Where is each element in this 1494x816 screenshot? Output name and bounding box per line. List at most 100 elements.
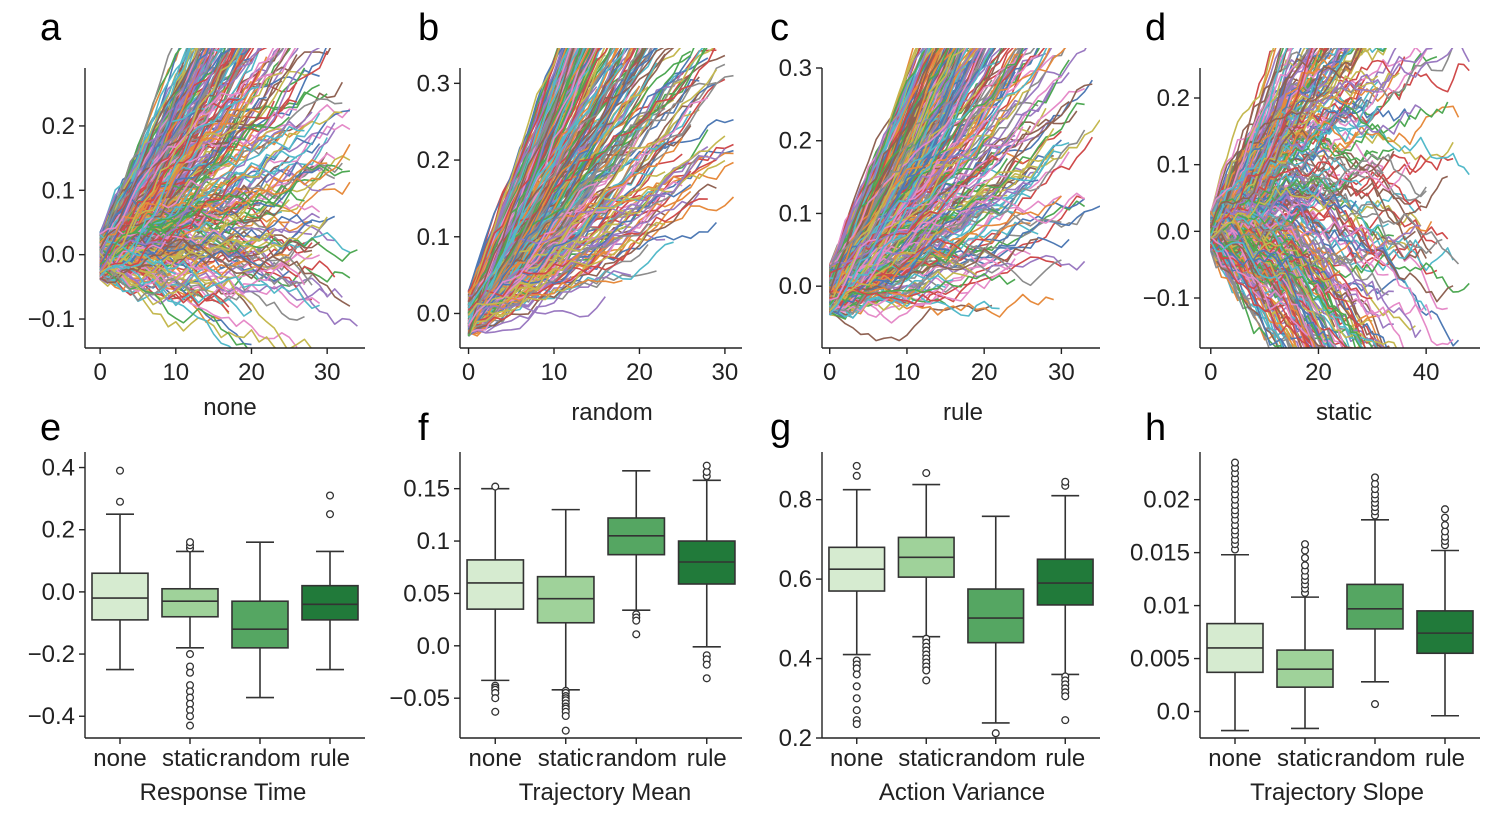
plot-area-a (99, 48, 358, 348)
y-tick-label: 0.02 (1143, 487, 1190, 514)
y-tick-label: −0.1 (28, 306, 75, 333)
trajectory-line (1210, 211, 1260, 242)
trajectory-line (467, 48, 563, 306)
trajectory-line (1210, 247, 1292, 348)
trajectory-line (99, 267, 328, 305)
trajectory-line (1210, 231, 1288, 348)
trajectory-line (829, 272, 1016, 306)
box-static (161, 538, 219, 730)
outlier-point (185, 538, 195, 547)
trajectory-line (99, 265, 222, 303)
plot-area-h (1206, 458, 1474, 732)
trajectory-line (1210, 238, 1293, 261)
x-tick-label: none (469, 745, 522, 772)
trajectory-line (467, 48, 561, 299)
panel-g: g 0.2 0.4 0.6 0.8 none static random ruleAction … (770, 407, 1100, 806)
x-tick-label: random (1334, 745, 1415, 772)
trajectory-line (99, 253, 313, 287)
trajectory-line (99, 48, 252, 265)
outlier-point (702, 660, 711, 669)
y-tick-label: 0.015 (1130, 540, 1190, 567)
plot-area-c (828, 48, 1100, 342)
outlier-point (1300, 561, 1310, 570)
trajectory-line (467, 48, 656, 331)
x-axis-label: Trajectory Mean (519, 779, 692, 806)
trajectory-line (467, 48, 597, 322)
panel-f: f −0.05 0.0 0.05 0.1 0.15 none static random rule… (389, 407, 742, 806)
y-tick-label: −0.4 (28, 703, 75, 730)
box-random (967, 515, 1025, 738)
trajectory-line (1210, 48, 1351, 251)
trajectory-line (1210, 48, 1288, 237)
panel-b: b 0.0 0.1 0.2 0.3 0 10 20 30 random (417, 7, 742, 426)
plot-area-e (91, 466, 359, 730)
outlier-point (1230, 458, 1240, 467)
outlier-point (991, 729, 1000, 738)
trajectory-line (99, 249, 237, 297)
plot-area-g (828, 461, 1094, 738)
panel-h: h 0.0 0.005 0.01 0.015 0.02 none static random ru… (1130, 407, 1480, 806)
trajectory-line (1210, 224, 1316, 348)
plot-area-f (466, 461, 736, 735)
trajectory-line (467, 57, 598, 302)
trajectory-line (467, 48, 580, 306)
box-random (231, 541, 289, 699)
box-none (466, 482, 525, 716)
trajectory-line (99, 208, 207, 258)
trajectory-line (99, 252, 199, 306)
trajectory-line (1210, 233, 1270, 348)
outlier-point (632, 630, 641, 639)
box-static (536, 508, 595, 735)
trajectory-line (99, 56, 268, 264)
outlier-point (1300, 553, 1310, 562)
trajectory-line (829, 230, 939, 312)
trajectory-line (828, 82, 1055, 292)
box-none (828, 461, 886, 729)
y-tick-label: 0.0 (1157, 699, 1190, 726)
y-tick-label: 0.2 (42, 113, 75, 140)
trajectory-line (99, 48, 203, 261)
trajectory-line (99, 48, 240, 274)
trajectory-line (829, 48, 953, 287)
panel-letter-d: d (1145, 7, 1166, 49)
panel-letter-h: h (1145, 407, 1166, 449)
trajectory-line (828, 48, 928, 279)
trajectory-line (99, 172, 215, 250)
x-tick-label: 40 (1413, 359, 1440, 386)
trajectory-line (99, 270, 199, 302)
trajectory-line (828, 80, 985, 288)
trajectory-line (467, 91, 598, 325)
trajectory-line (829, 48, 956, 300)
trajectory-line (99, 48, 182, 251)
trajectory-line (1210, 120, 1357, 226)
y-tick-label: −0.2 (28, 641, 75, 668)
y-tick-label: 0.1 (779, 200, 812, 227)
outlier-point (1370, 700, 1380, 709)
trajectory-line (828, 48, 935, 277)
y-tick-label: 0.2 (1157, 85, 1190, 112)
y-tick-label: 0.2 (42, 517, 75, 544)
outlier-point (852, 471, 861, 480)
box-none (1206, 458, 1264, 732)
y-tick-label: 0.0 (417, 633, 450, 660)
x-axis-label: random (571, 399, 652, 426)
x-tick-label: none (1208, 745, 1261, 772)
trajectory-line (467, 182, 597, 327)
outlier-point (922, 666, 931, 675)
trajectory-line (467, 171, 666, 336)
outlier-point (561, 726, 570, 735)
trajectory-line (1210, 48, 1326, 249)
trajectory-line (468, 148, 726, 298)
trajectory-line (829, 98, 978, 315)
y-tick-label: 0.1 (417, 224, 450, 251)
outlier-point (115, 497, 125, 506)
trajectory-line (467, 48, 695, 314)
trajectory-line (99, 175, 237, 275)
trajectory-line (828, 143, 916, 270)
trajectory-line (828, 48, 966, 307)
box-body (1036, 558, 1094, 606)
trajectory-line (1210, 48, 1282, 219)
trajectory-line (829, 279, 923, 318)
box-static (1276, 540, 1334, 730)
trajectory-line (829, 286, 946, 305)
